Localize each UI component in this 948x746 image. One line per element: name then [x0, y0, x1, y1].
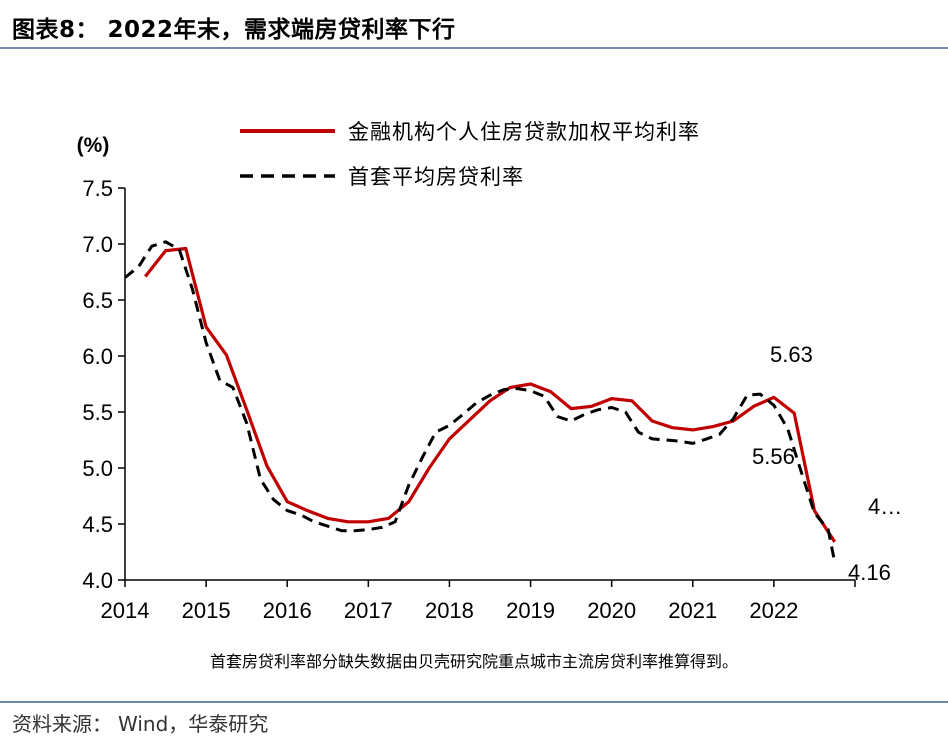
legend-label: 首套平均房贷利率: [348, 165, 524, 189]
y-tick-label: 6.5: [82, 288, 113, 313]
x-tick-label: 2021: [668, 598, 717, 623]
y-tick-label: 6.0: [82, 344, 113, 369]
y-tick-label: 7.0: [82, 232, 113, 257]
y-tick-label: 4.0: [82, 568, 113, 593]
line-chart: 4.0 4.5 5.0 5.5 6.0 6.5 7.0 7.5 (%) 2014 2015 2016 2…: [77, 120, 903, 623]
source-divider: [0, 701, 948, 703]
x-tick-label: 2020: [587, 598, 636, 623]
data-label: 4…: [868, 494, 902, 519]
source-text: Wind，华泰研究: [118, 712, 269, 736]
data-label: 4.16: [848, 560, 891, 585]
legend-label: 金融机构个人住房贷款加权平均利率: [348, 120, 700, 144]
source-line: 资料来源： Wind，华泰研究: [12, 708, 274, 737]
x-tick-label: 2015: [182, 598, 231, 623]
x-tick-label: 2019: [506, 598, 555, 623]
source-label: 资料来源：: [12, 712, 112, 736]
chart-footnote: 首套房贷利率部分缺失数据由贝壳研究院重点城市主流房贷利率推算得到。: [209, 652, 738, 671]
chart-annotations: 5.63 5.56 4… 4.16: [752, 342, 902, 585]
x-tick-label: 2014: [101, 598, 150, 623]
chart-axes: 4.0 4.5 5.0 5.5 6.0 6.5 7.0 7.5 (%) 2014 2015 2016 2…: [77, 134, 856, 623]
y-tick-label: 5.0: [82, 456, 113, 481]
chart-series: [124, 240, 837, 563]
figure-title: 图表8： 2022年末，需求端房贷利率下行: [12, 17, 456, 43]
x-tick-label: 2017: [344, 598, 393, 623]
y-tick-label: 7.5: [82, 176, 113, 201]
y-tick-label: 5.5: [82, 400, 113, 425]
title-divider: [0, 47, 948, 49]
x-tick-label: 2022: [749, 598, 798, 623]
data-label: 5.63: [770, 342, 813, 367]
series-line-mortgage-rate: [144, 246, 837, 543]
data-label: 5.56: [752, 444, 795, 469]
series-line-first-home-rate: [124, 240, 837, 563]
x-tick-label: 2018: [425, 598, 474, 623]
y-axis-label: (%): [77, 134, 110, 157]
y-tick-label: 4.5: [82, 512, 113, 537]
x-tick-label: 2016: [263, 598, 312, 623]
